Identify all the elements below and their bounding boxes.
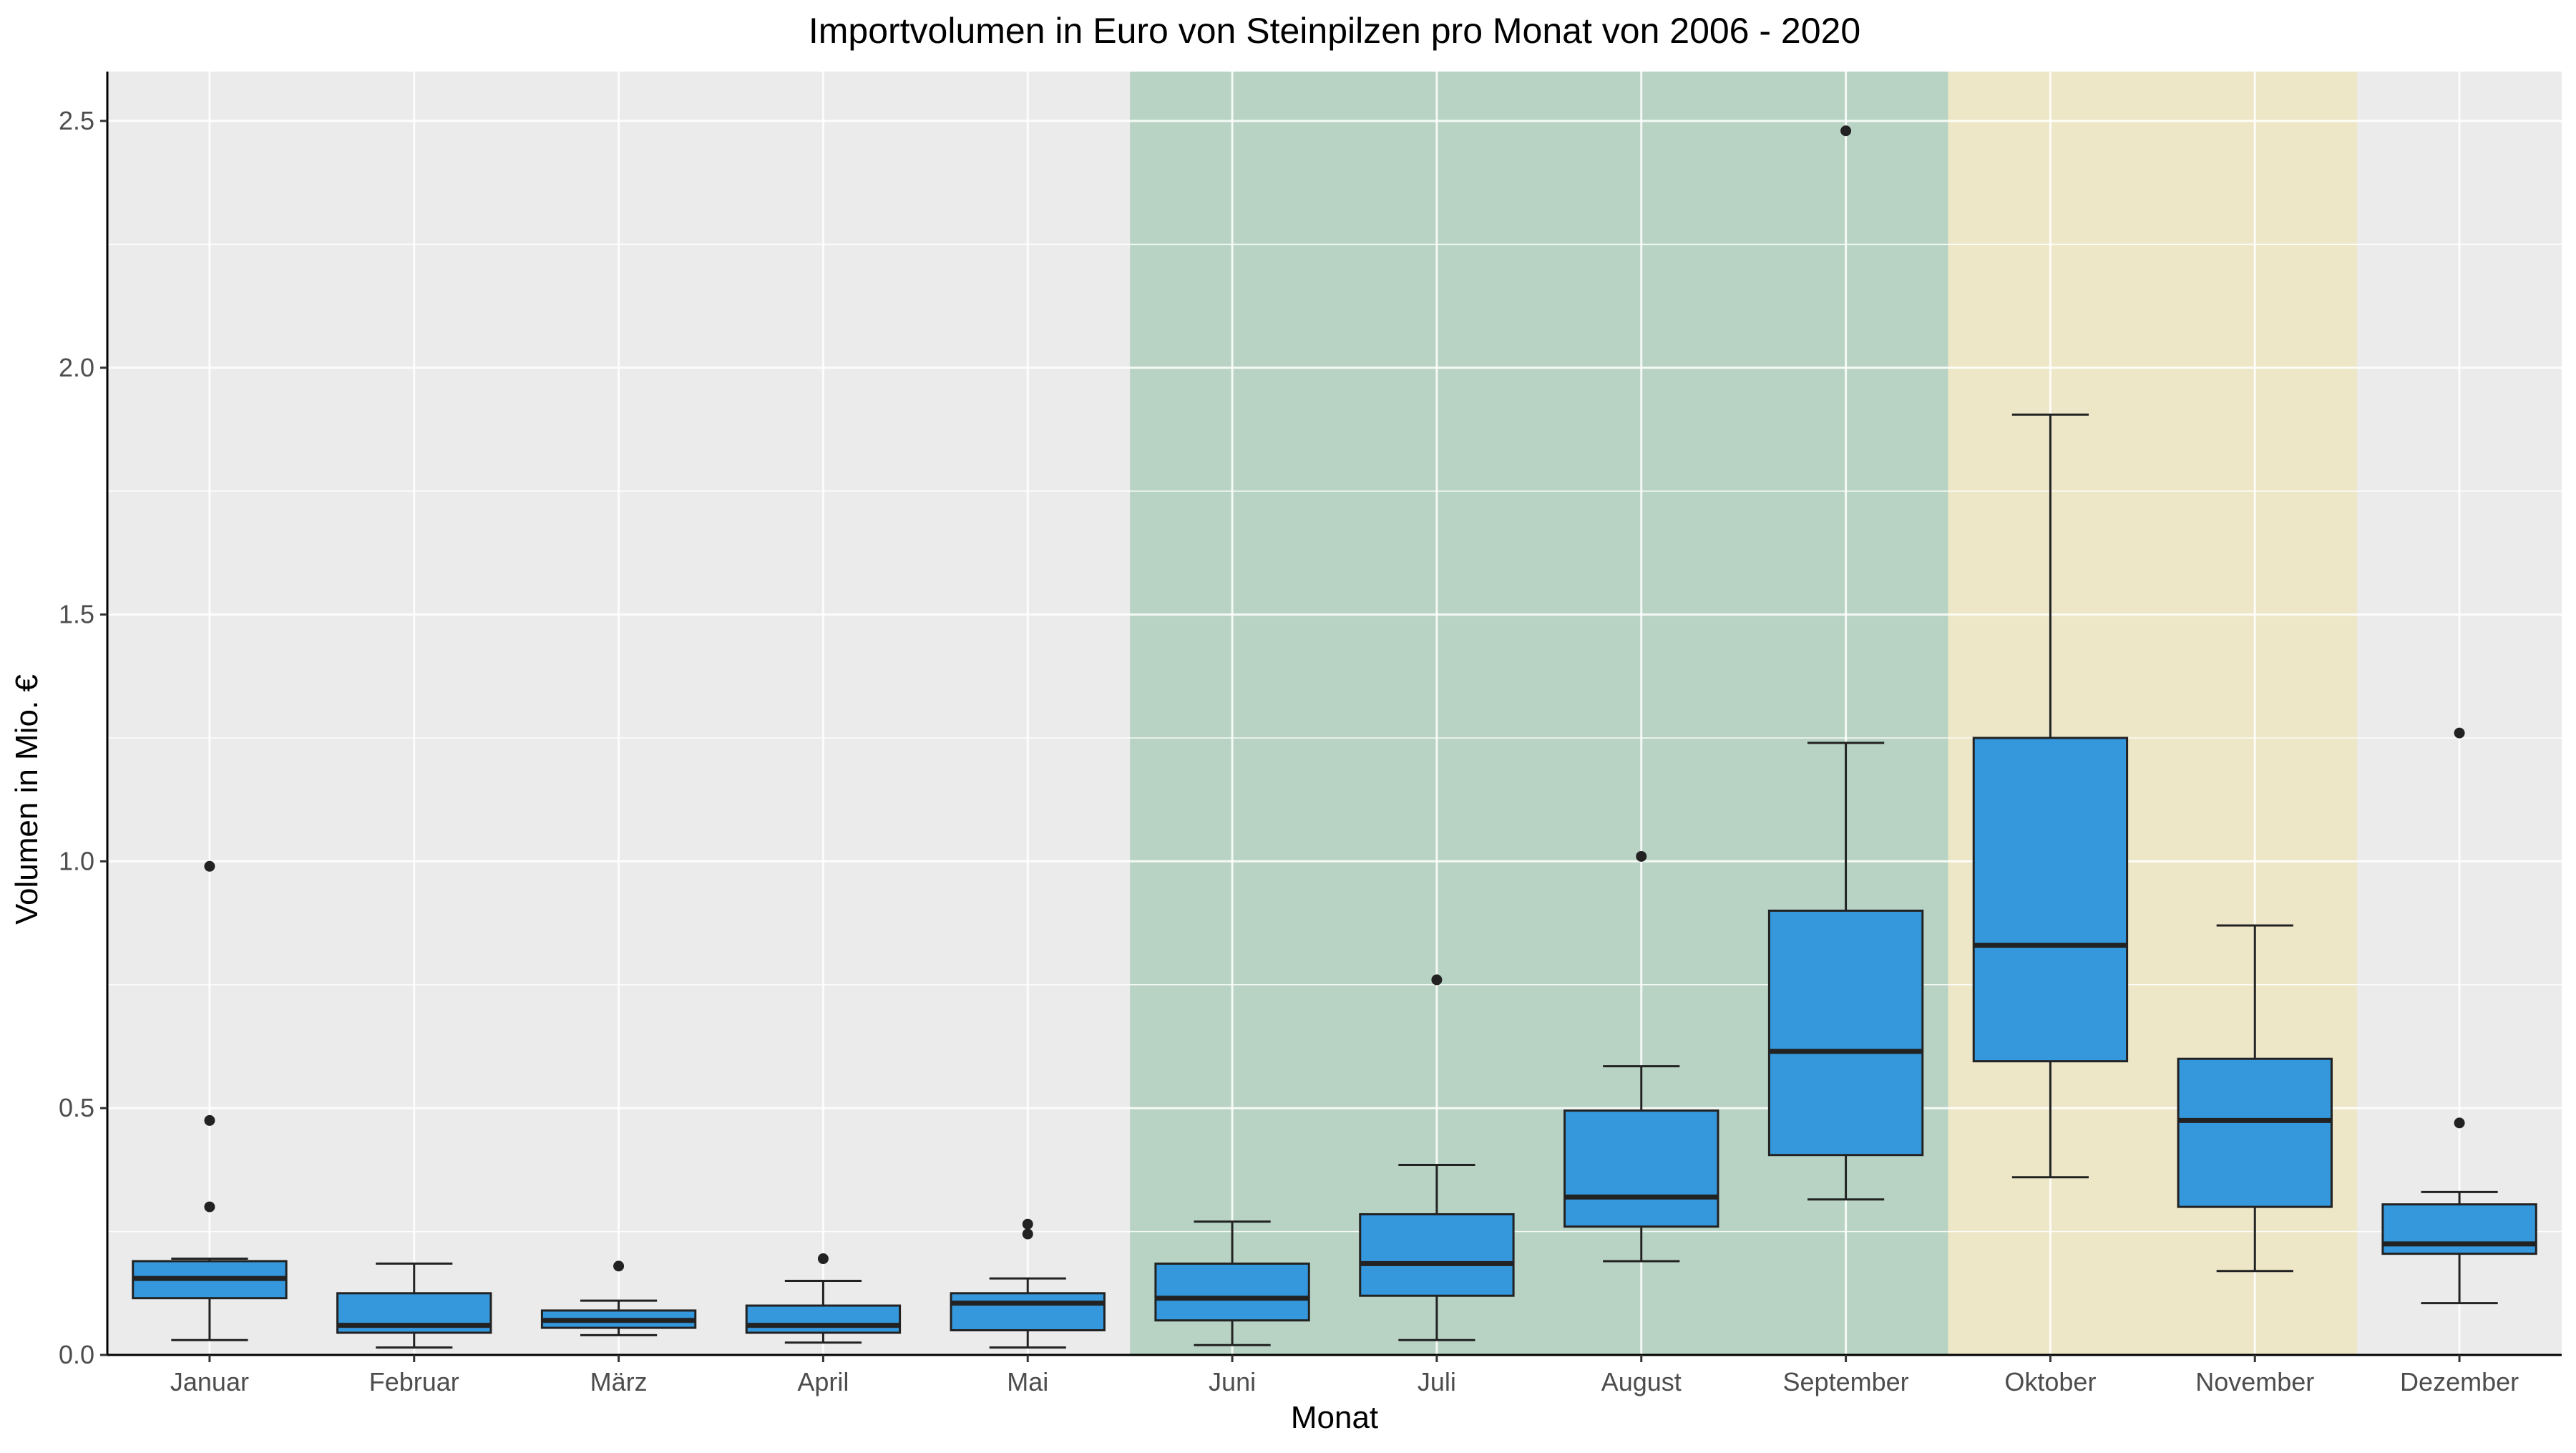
box-august [1563,850,1719,1263]
x-tick-label-juni: Juni [1209,1367,1256,1396]
y-tick-label: 0.5 [59,1093,94,1122]
outlier-point [1636,850,1647,862]
y-tick-label: 0.0 [59,1340,94,1369]
box-oktober [1972,413,2129,1179]
y-tick-label: 2.0 [59,353,94,382]
outlier-point [204,1201,215,1213]
x-tick-label-august: August [1601,1367,1682,1396]
x-tick-label-maerz: März [590,1367,648,1396]
box-body [745,1304,902,1334]
box-november [2177,924,2333,1273]
box-body [2177,1057,2333,1208]
box-body [1972,737,2129,1063]
x-tick-label-januar: Januar [170,1367,249,1396]
axes [100,72,2562,1362]
box-dezember [2381,727,2537,1305]
box-mai [950,1218,1106,1349]
outlier-point [817,1253,829,1265]
box-maerz [540,1260,697,1336]
outlier-point [1840,125,1852,137]
x-tick-label-februar: Februar [369,1367,459,1396]
y-tick-label: 1.0 [59,846,94,875]
y-axis-label: Volumen in Mio. € [9,674,44,925]
x-tick-labels: Januar Februar März April Mai Juni Juli August S… [170,1367,2519,1396]
y-tick-labels: 0.0 0.5 1.0 1.5 2.0 2.5 [59,106,94,1369]
y-tick-label: 1.5 [59,600,94,629]
box-juni [1154,1220,1310,1346]
x-tick-label-april: April [797,1367,849,1396]
x-tick-label-mai: Mai [1007,1367,1048,1396]
outlier-point [613,1260,625,1272]
x-tick-label-september: September [1783,1367,1909,1396]
chart-title: Importvolumen in Euro von Steinpilzen pr… [809,11,1860,51]
highlight-band-juni-september [1130,72,1948,1355]
box-body [1563,1109,1719,1228]
box-september [1767,125,1924,1201]
x-tick-label-november: November [2195,1367,2314,1396]
x-axis-label: Monat [1291,1400,1378,1435]
x-tick-label-dezember: Dezember [2400,1367,2519,1396]
outlier-point [204,860,215,872]
outlier-point [2454,1117,2465,1129]
box-april [745,1253,902,1344]
outlier-point [1022,1218,1033,1230]
outlier-point [204,1114,215,1126]
box-body [1359,1213,1515,1297]
highlight-bands [1130,72,2358,1355]
outlier-point [1022,1228,1033,1240]
box-body [950,1292,1106,1332]
y-tick-label: 2.5 [59,106,94,135]
box-body [1767,909,1924,1157]
x-tick-label-oktober: Oktober [2004,1367,2096,1396]
outlier-point [1431,974,1443,986]
box-januar [132,860,288,1341]
box-juli [1359,974,1515,1341]
outlier-point [2454,727,2465,739]
box-februar [336,1262,492,1349]
box-body [1154,1262,1310,1322]
boxplot-series [132,125,2537,1349]
x-tick-label-juli: Juli [1418,1367,1456,1396]
